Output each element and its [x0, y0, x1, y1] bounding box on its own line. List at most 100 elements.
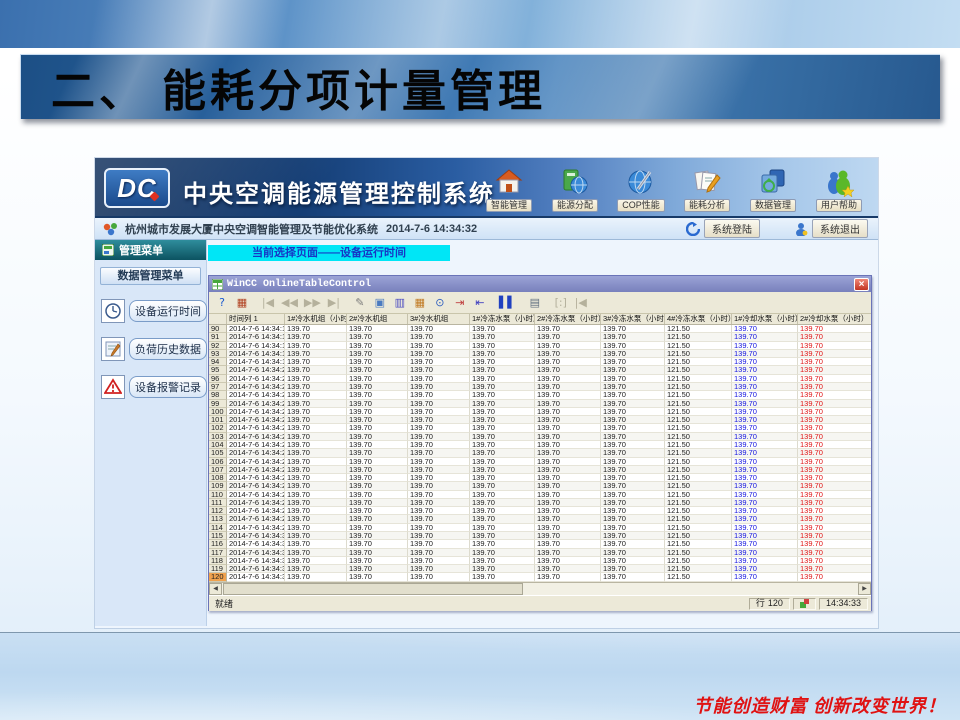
value-cell: 139.70 — [732, 440, 798, 450]
value-cell: 139.70 — [535, 432, 601, 441]
scroll-right-icon[interactable]: ▶ — [858, 583, 871, 595]
value-cell: 139.70 — [535, 416, 601, 425]
value-cell: 139.70 — [470, 358, 535, 367]
table-row[interactable]: 108 2014-7-6 14:34:26 139.70 139.70 139.70 13… — [209, 474, 871, 483]
column-header[interactable]: 1#冷冻水泵（小时） — [472, 314, 535, 324]
sidebar-item-runtime[interactable]: 设备运行时间 — [101, 299, 207, 323]
value-cell: 139.70 — [535, 325, 601, 334]
table-row[interactable]: 114 2014-7-6 14:34:29 139.70 139.70 139.70 13… — [209, 523, 871, 533]
table-row[interactable]: 93 2014-7-6 14:34:19 139.70 139.70 139.70 139… — [209, 349, 871, 359]
column-header[interactable]: 4#冷冻水泵（小时） — [667, 314, 732, 324]
time-cell: 2014-7-6 14:34:17 — [227, 325, 285, 334]
pause-icon[interactable]: ▌▌ — [498, 295, 516, 309]
table-row[interactable]: 111 2014-7-6 14:34:28 139.70 139.70 139.70 13… — [209, 498, 871, 508]
table-row[interactable]: 107 2014-7-6 14:34:26 139.70 139.70 139.70 13… — [209, 465, 871, 475]
column-header[interactable] — [209, 314, 227, 324]
time-range-icon[interactable]: ▦ — [414, 295, 426, 309]
table-row[interactable]: 98 2014-7-6 14:34:21 139.70 139.70 139.70 139… — [209, 391, 871, 400]
collapse-icon: |◀ — [574, 295, 587, 309]
nav-item-label: 用户帮助 — [815, 199, 862, 212]
value-cell: 139.70 — [347, 349, 408, 359]
column-header[interactable]: 时间列 1 — [227, 314, 285, 324]
value-cell: 139.70 — [601, 424, 665, 433]
table-row[interactable]: 101 2014-7-6 14:34:23 139.70 139.70 139.70 13… — [209, 416, 871, 425]
table-row[interactable]: 113 2014-7-6 14:34:29 139.70 139.70 139.70 13… — [209, 515, 871, 524]
slide-title-bar: 二、 能耗分项计量管理 — [20, 54, 940, 119]
scrollbar-thumb[interactable] — [223, 583, 523, 595]
help-icon[interactable]: ? — [219, 295, 225, 309]
row-number-cell: 117 — [209, 548, 227, 557]
table-row[interactable]: 115 2014-7-6 14:34:30 139.70 139.70 139.70 13… — [209, 532, 871, 541]
row-number-cell: 91 — [209, 333, 227, 342]
system-login-button[interactable]: 系统登陆 — [704, 219, 760, 238]
value-cell: 139.70 — [347, 440, 408, 450]
table-row[interactable]: 96 2014-7-6 14:34:20 139.70 139.70 139.70 139… — [209, 374, 871, 383]
table-row[interactable]: 91 2014-7-6 14:34:18 139.70 139.70 139.70 139… — [209, 333, 871, 342]
table-row[interactable]: 92 2014-7-6 14:34:18 139.70 139.70 139.70 139… — [209, 341, 871, 350]
table-row[interactable]: 116 2014-7-6 14:34:30 139.70 139.70 139.70 13… — [209, 540, 871, 549]
table-row[interactable]: 118 2014-7-6 14:34:31 139.70 139.70 139.70 13… — [209, 556, 871, 566]
sidebar-item-data-menu[interactable]: 数据管理菜单 — [100, 267, 201, 285]
table-row[interactable]: 120 2014-7-6 14:34:32 139.70 139.70 139.70 13… — [209, 573, 871, 582]
value-cell: 139.70 — [535, 474, 601, 483]
config-icon[interactable]: ▦ — [236, 295, 248, 309]
sidebar-item-history[interactable]: 负荷历史数据 — [101, 337, 207, 361]
value-cell: 139.70 — [601, 490, 665, 499]
table-row[interactable]: 109 2014-7-6 14:34:27 139.70 139.70 139.70 13… — [209, 482, 871, 491]
column-header[interactable]: 2#冷水机组 — [347, 314, 408, 324]
column-header[interactable]: 1#冷水机组（小时） — [285, 314, 347, 324]
edit-icon[interactable]: ✎ — [355, 295, 365, 309]
system-logout-button[interactable]: 系统退出 — [812, 219, 868, 238]
value-cell: 139.70 — [601, 573, 665, 582]
nav-item-energy-allocation[interactable]: 能源分配 — [542, 160, 608, 216]
value-cell: 139.70 — [732, 416, 798, 425]
table-row[interactable]: 90 2014-7-6 14:34:17 139.70 139.70 139.70 139… — [209, 325, 871, 334]
table-row[interactable]: 117 2014-7-6 14:34:31 139.70 139.70 139.70 13… — [209, 548, 871, 557]
time-base-icon[interactable]: ⊙ — [435, 295, 445, 309]
value-cell: 139.70 — [535, 424, 601, 433]
nav-item-energy-analysis[interactable]: 能耗分析 — [674, 160, 740, 216]
import-icon[interactable]: ⇤ — [475, 295, 485, 309]
table-row[interactable]: 112 2014-7-6 14:34:28 139.70 139.70 139.70 13… — [209, 507, 871, 516]
time-cell: 2014-7-6 14:34:29 — [227, 515, 285, 524]
time-cell: 2014-7-6 14:34:30 — [227, 532, 285, 541]
scroll-left-icon[interactable]: ◀ — [209, 583, 222, 595]
export-icon[interactable]: ⇥ — [455, 295, 465, 309]
column-header[interactable]: 2#冷却水泵（小时） — [798, 314, 871, 324]
table-row[interactable]: 102 2014-7-6 14:34:23 139.70 139.70 139.70 13… — [209, 424, 871, 433]
table-row[interactable]: 99 2014-7-6 14:34:22 139.70 139.70 139.70 139… — [209, 399, 871, 408]
table-row[interactable]: 104 2014-7-6 14:34:24 139.70 139.70 139.70 13… — [209, 440, 871, 450]
horizontal-scrollbar[interactable]: ◀ ▶ — [209, 582, 871, 595]
column-header[interactable]: 3#冷冻水泵（小时） — [603, 314, 665, 324]
table-row[interactable]: 103 2014-7-6 14:34:24 139.70 139.70 139.70 13… — [209, 432, 871, 441]
value-cell: 139.70 — [408, 457, 470, 466]
nav-item-data-management[interactable]: 数据管理 — [740, 160, 806, 216]
column-header[interactable]: 3#冷水机组 — [408, 314, 470, 324]
table-row[interactable]: 106 2014-7-6 14:34:25 139.70 139.70 139.70 13… — [209, 457, 871, 466]
value-cell: 139.70 — [732, 432, 798, 441]
table-row[interactable]: 94 2014-7-6 14:34:19 139.70 139.70 139.70 139… — [209, 358, 871, 367]
table-row[interactable]: 95 2014-7-6 14:34:20 139.70 139.70 139.70 139… — [209, 366, 871, 375]
sidebar-item-alarms[interactable]: 设备报警记录 — [101, 375, 207, 399]
table-row[interactable]: 100 2014-7-6 14:34:22 139.70 139.70 139.70 13… — [209, 407, 871, 417]
system-name: 杭州城市发展大厦中央空调智能管理及节能优化系统 — [125, 223, 378, 236]
select-columns-icon[interactable]: ▥ — [394, 295, 406, 309]
cop-performance-icon — [628, 170, 652, 194]
print-icon[interactable]: ▤ — [529, 295, 540, 309]
nav-item-user-help[interactable]: 用户帮助 — [806, 160, 872, 216]
value-cell: 139.70 — [285, 474, 347, 483]
table-row[interactable]: 97 2014-7-6 14:34:21 139.70 139.70 139.70 139… — [209, 382, 871, 392]
value-cell: 139.70 — [601, 325, 665, 334]
table-row[interactable]: 105 2014-7-6 14:34:25 139.70 139.70 139.70 13… — [209, 449, 871, 458]
column-header[interactable]: 2#冷冻水泵（小时） — [537, 314, 601, 324]
column-header[interactable]: 1#冷却水泵（小时） — [734, 314, 798, 324]
copy-icon[interactable]: ▣ — [374, 295, 386, 309]
table-row[interactable]: 119 2014-7-6 14:34:32 139.70 139.70 139.70 13… — [209, 565, 871, 574]
value-cell: 139.70 — [408, 424, 470, 433]
connection-indicator — [792, 597, 816, 610]
close-icon[interactable]: × — [854, 277, 869, 291]
nav-item-smart-management[interactable]: 智能管理 — [476, 160, 542, 216]
nav-item-cop-performance[interactable]: COP性能 — [608, 160, 674, 216]
table-row[interactable]: 110 2014-7-6 14:34:27 139.70 139.70 139.70 13… — [209, 490, 871, 499]
value-cell: 139.70 — [535, 349, 601, 359]
